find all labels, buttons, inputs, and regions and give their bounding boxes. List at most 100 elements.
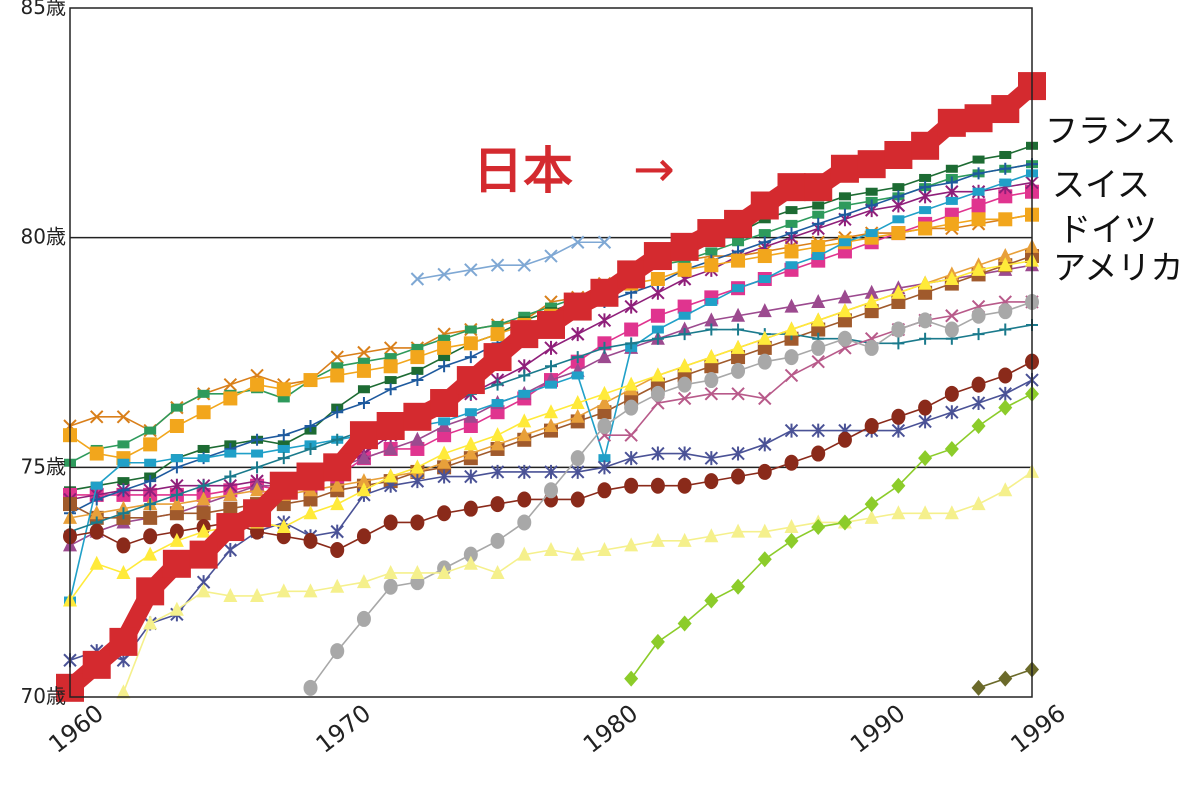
data-point [136, 577, 165, 606]
data-point [464, 351, 477, 364]
data-point [837, 303, 852, 318]
data-point [438, 417, 451, 426]
data-point [464, 263, 478, 277]
data-point [490, 436, 505, 451]
data-point [330, 496, 345, 511]
data-point [998, 367, 1013, 384]
data-point [971, 679, 986, 696]
data-point [250, 377, 265, 392]
label-germany: ドイツ [1058, 210, 1157, 249]
data-point [304, 442, 317, 455]
data-point [90, 410, 104, 424]
data-point [383, 359, 398, 374]
data-point [650, 308, 665, 323]
data-point [563, 292, 592, 321]
data-point [518, 311, 531, 320]
data-point [90, 481, 103, 490]
data-point [650, 272, 665, 287]
data-point [998, 257, 1013, 272]
data-point [784, 321, 799, 336]
data-point [998, 303, 1013, 320]
data-point [625, 337, 638, 350]
data-point [250, 482, 265, 497]
data-point [296, 462, 325, 491]
data-point [545, 302, 557, 311]
data-point [731, 468, 746, 485]
data-point [838, 192, 851, 201]
data-point [650, 367, 665, 382]
data-point [411, 374, 424, 387]
data-point [891, 226, 906, 241]
data-point [250, 587, 265, 602]
data-point [999, 162, 1012, 175]
plot-frame [69, 7, 1033, 698]
data-point [598, 454, 611, 463]
data-point [517, 413, 532, 428]
data-point [162, 549, 191, 578]
data-point [677, 391, 692, 406]
data-point [731, 523, 746, 538]
data-point [597, 417, 612, 434]
data-point [864, 284, 879, 299]
data-point [838, 208, 851, 221]
data-point [197, 389, 210, 398]
data-point [864, 339, 879, 356]
data-point [677, 262, 692, 277]
data-point [971, 417, 986, 434]
data-point [144, 426, 157, 435]
data-point [116, 537, 131, 554]
data-point [383, 440, 398, 455]
data-point [785, 206, 798, 215]
data-point [812, 201, 825, 210]
series-21 [971, 661, 1039, 696]
data-point [383, 578, 398, 595]
data-point [731, 253, 746, 268]
data-point [356, 473, 371, 488]
data-point [170, 461, 183, 474]
data-point [677, 477, 692, 494]
data-point [196, 583, 211, 598]
data-point [944, 505, 959, 520]
x-axis-ticks: 1960 1970 1980 1990 1996 [43, 699, 1070, 759]
data-point [571, 235, 585, 249]
data-point [437, 469, 451, 484]
data-point [811, 354, 825, 369]
data-point [189, 540, 218, 569]
data-point [624, 428, 638, 442]
series-17 [303, 293, 1039, 696]
data-point [697, 219, 726, 248]
data-point [758, 437, 772, 452]
data-point [704, 372, 719, 389]
data-point [544, 482, 558, 499]
data-point [837, 514, 852, 531]
data-point [777, 173, 806, 202]
data-point [571, 464, 585, 479]
data-point [356, 610, 371, 627]
data-point [624, 399, 639, 416]
data-point [223, 501, 238, 516]
data-point [945, 164, 958, 173]
data-point [303, 583, 318, 598]
data-point [277, 440, 290, 449]
data-point [677, 446, 692, 461]
data-point [757, 523, 772, 538]
data-point [537, 310, 565, 339]
data-point [117, 440, 130, 449]
data-point [356, 528, 371, 545]
label-switzerland: スイス [1052, 165, 1150, 204]
data-point [891, 477, 906, 494]
data-point [624, 451, 638, 466]
x-tick-label: 1996 [1005, 699, 1070, 759]
data-point [437, 340, 452, 355]
data-point [811, 423, 825, 438]
data-point [410, 272, 425, 286]
data-point [998, 386, 1012, 401]
data-point [757, 551, 772, 568]
data-point [624, 477, 639, 494]
data-point [276, 583, 291, 598]
data-point [518, 389, 531, 398]
data-point [143, 510, 158, 525]
data-point [490, 427, 505, 442]
series-line [309, 301, 1033, 689]
data-point [837, 289, 852, 304]
